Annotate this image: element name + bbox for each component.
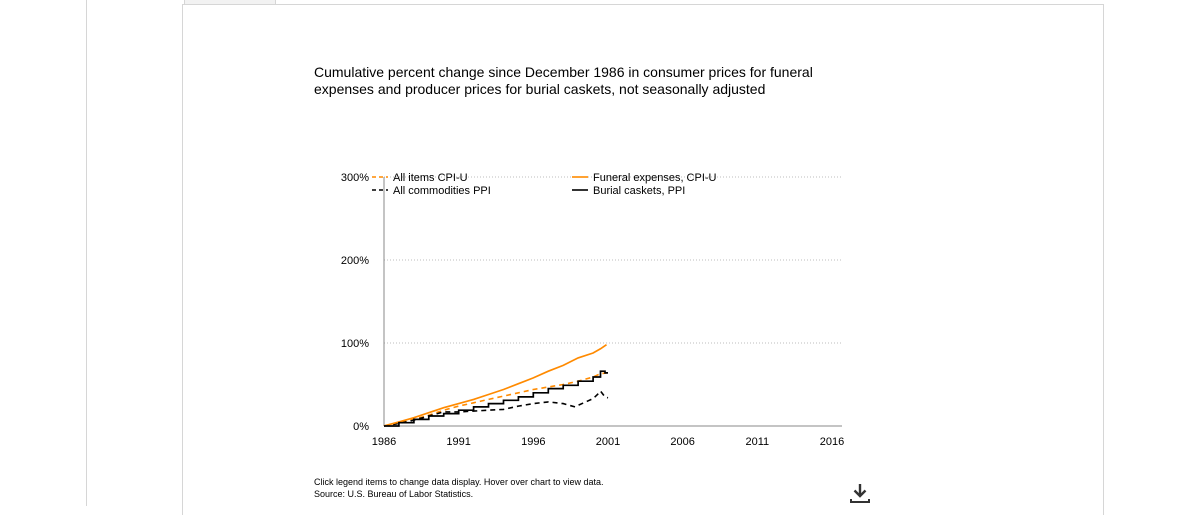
- y-tick-label: 200%: [341, 255, 369, 267]
- legend-item-all-items-cpi-u[interactable]: All items CPI-U: [393, 172, 468, 184]
- chart-footnote: Click legend items to change data displa…: [314, 476, 603, 500]
- legend-item-all-commodities-ppi[interactable]: All commodities PPI: [393, 185, 491, 197]
- x-tick-label: 2006: [670, 436, 694, 448]
- download-icon[interactable]: [848, 482, 872, 504]
- series-line-all-commodities-ppi: [383, 389, 609, 427]
- x-tick-label: 1986: [372, 436, 396, 448]
- footnote-instructions: Click legend items to change data displa…: [314, 477, 604, 487]
- y-tick-label: 0%: [353, 421, 369, 433]
- x-tick-label: 2016: [820, 436, 844, 448]
- series-line-all-items-cpi-u: [383, 372, 607, 427]
- series-line-burial-caskets-ppi: [384, 370, 608, 427]
- y-tick-label: 100%: [341, 338, 369, 350]
- page-left-rule: [86, 0, 87, 506]
- x-tick-label: 1996: [521, 436, 545, 448]
- x-tick-label: 2001: [596, 436, 620, 448]
- y-tick-label: 300%: [341, 172, 369, 184]
- legend-item-burial-caskets-ppi[interactable]: Burial caskets, PPI: [593, 185, 685, 197]
- chart-title: Cumulative percent change since December…: [314, 64, 813, 97]
- footnote-source: Source: U.S. Bureau of Labor Statistics.: [314, 489, 474, 499]
- panel-tab[interactable]: [184, 0, 276, 5]
- legend-item-funeral-expenses-cpi-u[interactable]: Funeral expenses, CPI-U: [593, 172, 717, 184]
- x-tick-label: 1991: [446, 436, 470, 448]
- series-line-funeral-expenses-cpi-u: [383, 343, 607, 427]
- x-tick-label: 2011: [746, 436, 770, 448]
